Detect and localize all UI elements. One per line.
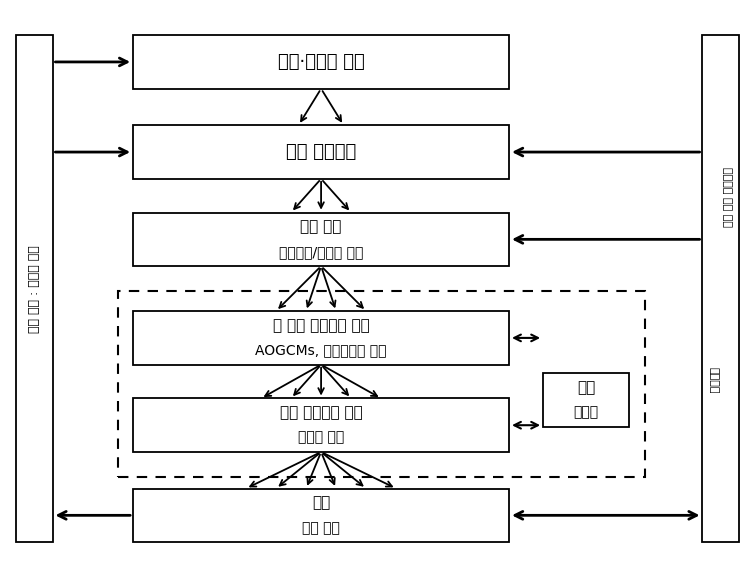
- Text: 자연: 자연: [577, 380, 596, 395]
- Text: 지역 기후변화 모의: 지역 기후변화 모의: [279, 405, 362, 421]
- Bar: [133, 488, 509, 542]
- Text: 농도 계산: 농도 계산: [300, 220, 342, 234]
- Bar: [133, 213, 509, 266]
- Text: AOGCMs, 복사강제력 계산: AOGCMs, 복사강제력 계산: [255, 344, 387, 357]
- Text: 영향 모델: 영향 모델: [302, 521, 340, 535]
- Bar: [133, 35, 509, 89]
- Bar: [17, 35, 53, 542]
- Text: 전 지구 기후변화 모의: 전 지구 기후변화 모의: [273, 318, 369, 333]
- Bar: [133, 398, 509, 452]
- Bar: [133, 125, 509, 179]
- Text: 생지화학/화학적 모델: 생지화학/화학적 모델: [279, 245, 363, 259]
- Text: 불확실성 범위 표현: 불확실성 범위 표현: [722, 168, 732, 228]
- Bar: [118, 291, 645, 477]
- Text: 강제력: 강제력: [574, 405, 599, 419]
- Text: 모니터링: 모니터링: [708, 367, 718, 393]
- Bar: [702, 35, 738, 542]
- Text: 정책 대응 : 적응과 완화: 정책 대응 : 적응과 완화: [28, 245, 41, 332]
- Text: 사회·경제적 추정: 사회·경제적 추정: [278, 53, 365, 71]
- Bar: [133, 311, 509, 365]
- Text: 영향: 영향: [312, 495, 330, 511]
- Text: 배출 시나리오: 배출 시나리오: [286, 143, 356, 161]
- Bar: [543, 373, 630, 427]
- Text: 지역화 기술: 지역화 기술: [298, 431, 344, 445]
